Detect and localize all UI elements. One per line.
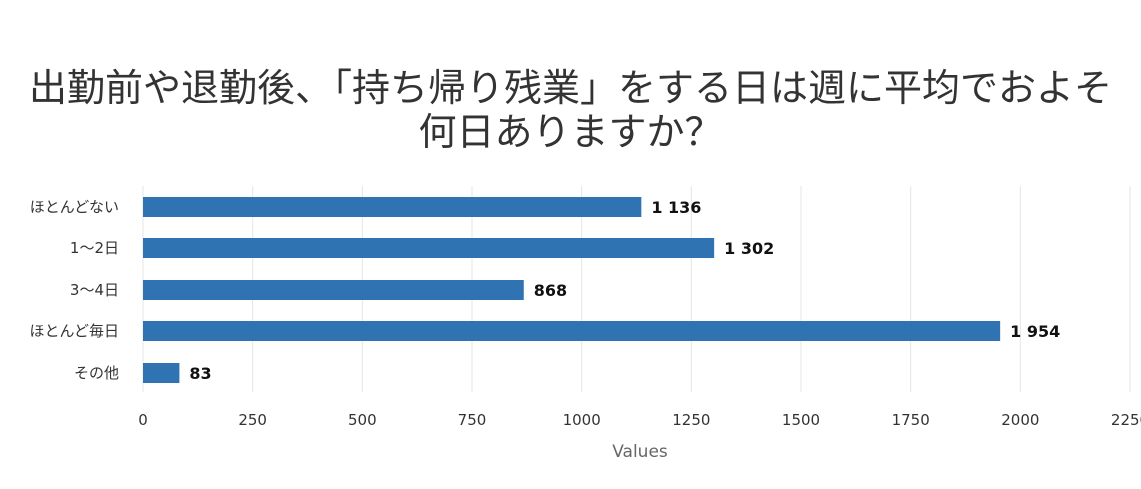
- bar-4: [143, 363, 180, 383]
- category-label-4: その他: [74, 364, 119, 382]
- x-tick-label-3: 750: [458, 411, 487, 429]
- category-label-3: ほとんど毎日: [29, 322, 119, 340]
- data-label-4: 83: [189, 364, 211, 383]
- bars: [143, 197, 1001, 383]
- x-tick-label-0: 0: [138, 411, 148, 429]
- category-label-1: 1～2日: [70, 239, 119, 257]
- x-tick-label-2: 500: [348, 411, 377, 429]
- bar-1: [143, 238, 715, 258]
- data-labels: 1 136 1 302 868 1 954 83: [189, 198, 1060, 383]
- data-label-3: 1 954: [1010, 322, 1060, 341]
- x-tick-label-8: 2000: [1001, 411, 1039, 429]
- bar-0: [143, 197, 642, 217]
- data-label-0: 1 136: [651, 198, 701, 217]
- bar-2: [143, 280, 524, 300]
- x-tick-label-1: 250: [238, 411, 267, 429]
- x-tick-label-4: 1000: [563, 411, 601, 429]
- x-tick-label-9: 2250: [1111, 411, 1141, 429]
- data-label-2: 868: [534, 281, 567, 300]
- category-label-0: ほとんどない: [30, 198, 119, 216]
- bar-3: [143, 321, 1001, 341]
- chart-title-line-2: 何日ありますか？: [418, 110, 723, 154]
- category-label-2: 3～4日: [70, 281, 119, 299]
- chart-title-line-1: 出勤前や退勤後、「持ち帰り残業」をする日は週に平均でおよそ: [28, 66, 1112, 110]
- chart-title: 出勤前や退勤後、「持ち帰り残業」をする日は週に平均でおよそ 何日ありますか？: [0, 66, 1141, 154]
- x-tick-label-6: 1500: [782, 411, 820, 429]
- x-tick-label-7: 1750: [892, 411, 930, 429]
- x-axis-title: Values: [612, 442, 668, 462]
- x-tick-labels: 0 250 500 750 1000 1250 1500 1750 2000 2250: [138, 411, 1141, 429]
- x-tick-label-5: 1250: [672, 411, 710, 429]
- data-label-1: 1 302: [724, 239, 774, 258]
